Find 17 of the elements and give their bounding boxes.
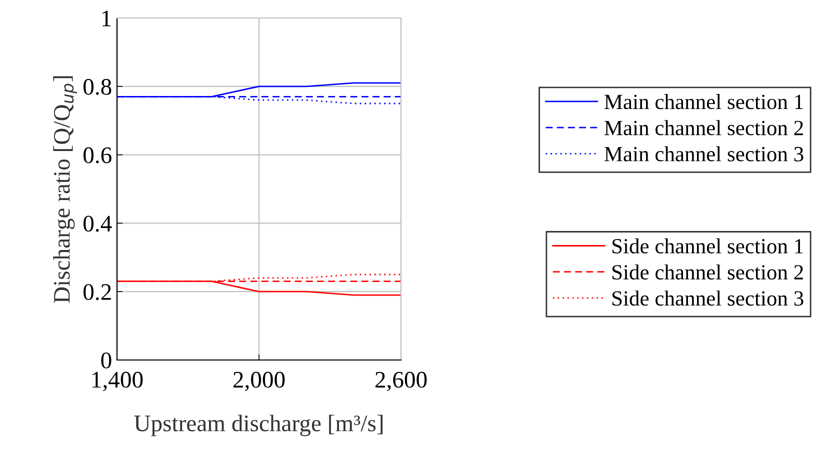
y-tick-label: 1: [102, 10, 111, 26]
y-axis-title: Discharge ratio [Q/Q$_{up}$]: [53, 76, 77, 303]
y-tick-label: 0.8: [84, 78, 112, 95]
legend-label: Side channel section 3: [612, 290, 804, 306]
y-tick-label: 0: [101, 352, 112, 368]
y-tick-label: 0.2: [84, 284, 111, 300]
y-tick-label: 0.4: [84, 216, 112, 232]
legend-label: Main channel section 3: [604, 146, 804, 162]
legend-label: Main channel section 1: [604, 94, 803, 110]
legend-label: Side channel section 2: [612, 264, 803, 280]
legend-label: Main channel section 2: [604, 120, 803, 136]
x-tick-label: 1,400: [92, 372, 143, 392]
x-tick-label: 2,000: [233, 372, 285, 392]
x-tick-label: 2,600: [375, 372, 427, 392]
legend-label: Side channel section 1: [612, 238, 803, 254]
y-tick-label: 0.6: [84, 147, 112, 164]
x-axis-title: Upstream discharge [m³/s]: [134, 414, 383, 436]
